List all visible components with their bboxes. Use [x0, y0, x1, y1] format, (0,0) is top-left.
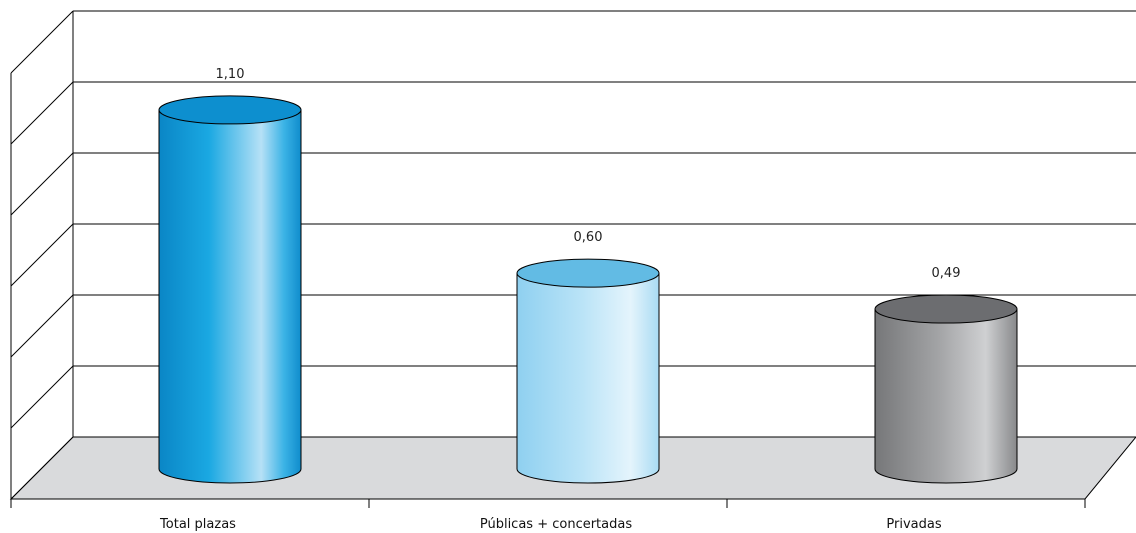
side-gridline: [10, 152, 74, 216]
side-gridline: [10, 81, 74, 145]
category-labels: Total plazas Públicas + concertadas Privad…: [159, 517, 942, 532]
cylinder-body: [874, 308, 1018, 484]
side-gridline: [10, 223, 74, 287]
cylinder-body: [158, 109, 302, 484]
side-gridline: [10, 436, 74, 500]
cylinder-top: [516, 258, 660, 288]
value-label: 1,10: [216, 67, 245, 82]
cylinder-bar: [516, 258, 660, 484]
value-label: 0,49: [932, 266, 961, 281]
side-gridline: [10, 294, 74, 358]
cylinder-body: [516, 272, 660, 484]
cylinder-bar: [874, 294, 1018, 484]
side-gridline: [10, 10, 74, 74]
bars: [158, 95, 1018, 484]
value-labels: 1,10 0,60 0,49: [216, 67, 961, 281]
cylinder-top: [158, 95, 302, 125]
category-label: Total plazas: [159, 517, 236, 532]
x-axis: [10, 498, 1086, 508]
side-gridline: [10, 365, 74, 429]
cylinder-bar: [158, 95, 302, 484]
category-label: Públicas + concertadas: [480, 517, 632, 532]
category-label: Privadas: [886, 517, 941, 532]
value-label: 0,60: [574, 230, 603, 245]
cylinder-top: [874, 294, 1018, 324]
